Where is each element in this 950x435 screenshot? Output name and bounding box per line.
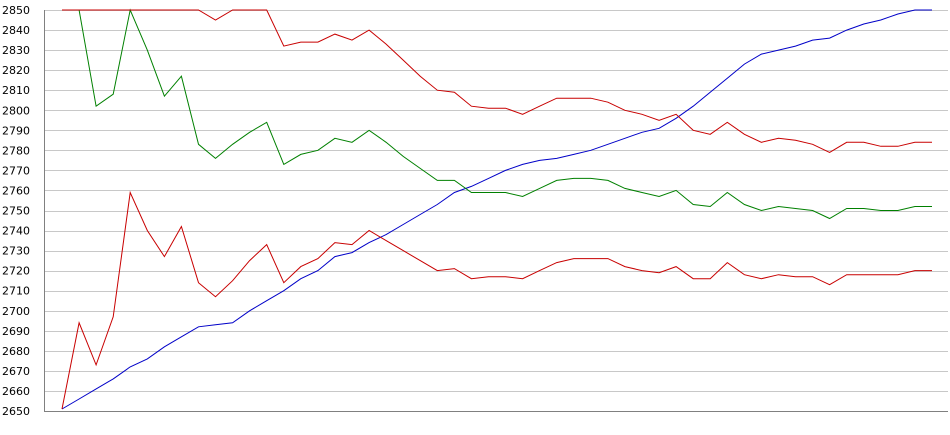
series-line-3 — [62, 9, 932, 153]
y-tick-label: 2710 — [2, 285, 30, 298]
y-tick-label: 2730 — [2, 245, 30, 258]
y-tick-label: 2820 — [2, 64, 30, 77]
y-tick-label: 2690 — [2, 325, 30, 338]
y-tick-label: 2680 — [2, 345, 30, 358]
y-tick-label: 2660 — [2, 385, 30, 398]
y-tick-label: 2800 — [2, 104, 30, 117]
y-tick-label: 2720 — [2, 265, 30, 278]
gridlines — [44, 10, 948, 412]
axes — [44, 10, 948, 412]
y-tick-label: 2780 — [2, 144, 30, 157]
y-tick-label: 2840 — [2, 24, 30, 37]
y-tick-label: 2790 — [2, 124, 30, 137]
y-tick-label: 2760 — [2, 184, 30, 197]
y-tick-label: 2650 — [2, 405, 30, 418]
y-tick-label: 2770 — [2, 164, 30, 177]
y-tick-label: 2830 — [2, 44, 30, 57]
series-line-2 — [62, 8, 932, 220]
y-tick-label: 2740 — [2, 225, 30, 238]
y-tick-label: 2700 — [2, 305, 30, 318]
series-line-4 — [61, 190, 932, 410]
series-lines — [61, 8, 932, 410]
y-tick-label: 2850 — [2, 4, 30, 17]
y-tick-label: 2810 — [2, 84, 30, 97]
y-tick-label: 2670 — [2, 365, 30, 378]
y-tick-labels: 2650 2660 2670 2680 2690 2700 2710 2720 2730 2740… — [2, 4, 30, 418]
y-tick-label: 2750 — [2, 205, 30, 218]
series-line-1 — [61, 9, 932, 410]
